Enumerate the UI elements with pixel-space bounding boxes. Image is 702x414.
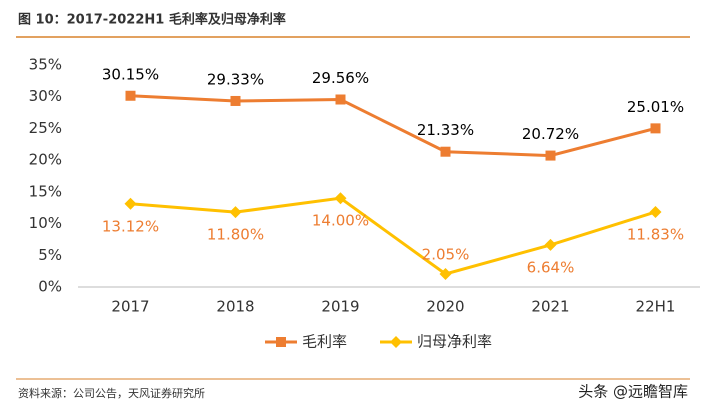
y-tick-label: 30%: [29, 87, 62, 105]
data-point: [439, 267, 452, 280]
source-note: 资料来源：公司公告，天风证券研究所: [18, 386, 205, 400]
data-point: [650, 123, 661, 134]
data-label: 29.56%: [312, 69, 369, 87]
data-label: 30.15%: [102, 65, 159, 83]
series-line: [130, 196, 656, 276]
data-point: [440, 146, 451, 157]
y-tick-label: 20%: [29, 151, 62, 169]
y-tick-label: 10%: [29, 214, 62, 232]
legend-label: 归母净利率: [417, 333, 492, 351]
data-point: [229, 206, 242, 219]
y-tick-label: 25%: [29, 119, 62, 137]
data-label: 11.80%: [207, 226, 264, 244]
data-label: 6.64%: [527, 258, 575, 276]
data-label: 21.33%: [417, 121, 474, 139]
y-tick-label: 0%: [38, 278, 62, 296]
legend-marker: [390, 336, 402, 348]
data-label: 14.00%: [312, 212, 369, 230]
x-tick-label: 2021: [531, 298, 569, 316]
x-tick-label: 2018: [216, 298, 254, 316]
data-label: 29.33%: [207, 70, 264, 88]
data-point: [545, 150, 556, 161]
data-point: [544, 238, 557, 251]
watermark: 头条 @远瞻智库: [578, 383, 688, 401]
legend-label: 毛利率: [302, 333, 347, 351]
legend-marker: [276, 337, 286, 347]
data-label: 13.12%: [102, 217, 159, 235]
data-label: 25.01%: [627, 98, 684, 116]
chart-title: 图 10：2017-2022H1 毛利率及归母净利率: [18, 12, 286, 28]
data-point: [230, 95, 241, 106]
y-tick-label: 35%: [29, 56, 62, 74]
y-tick-label: 15%: [29, 182, 62, 200]
x-tick-label: 2019: [321, 298, 359, 316]
data-point: [335, 94, 346, 105]
x-tick-label: 22H1: [636, 298, 676, 316]
data-label: 2.05%: [422, 245, 470, 263]
series-line: [130, 94, 656, 158]
data-point: [334, 192, 347, 205]
x-tick-label: 2017: [111, 298, 149, 316]
data-point: [649, 205, 662, 218]
data-label: 20.72%: [522, 125, 579, 143]
data-point: [124, 197, 137, 210]
data-label: 11.83%: [627, 225, 684, 243]
data-point: [125, 90, 136, 101]
x-tick-label: 2020: [426, 298, 464, 316]
y-tick-label: 5%: [38, 246, 62, 264]
